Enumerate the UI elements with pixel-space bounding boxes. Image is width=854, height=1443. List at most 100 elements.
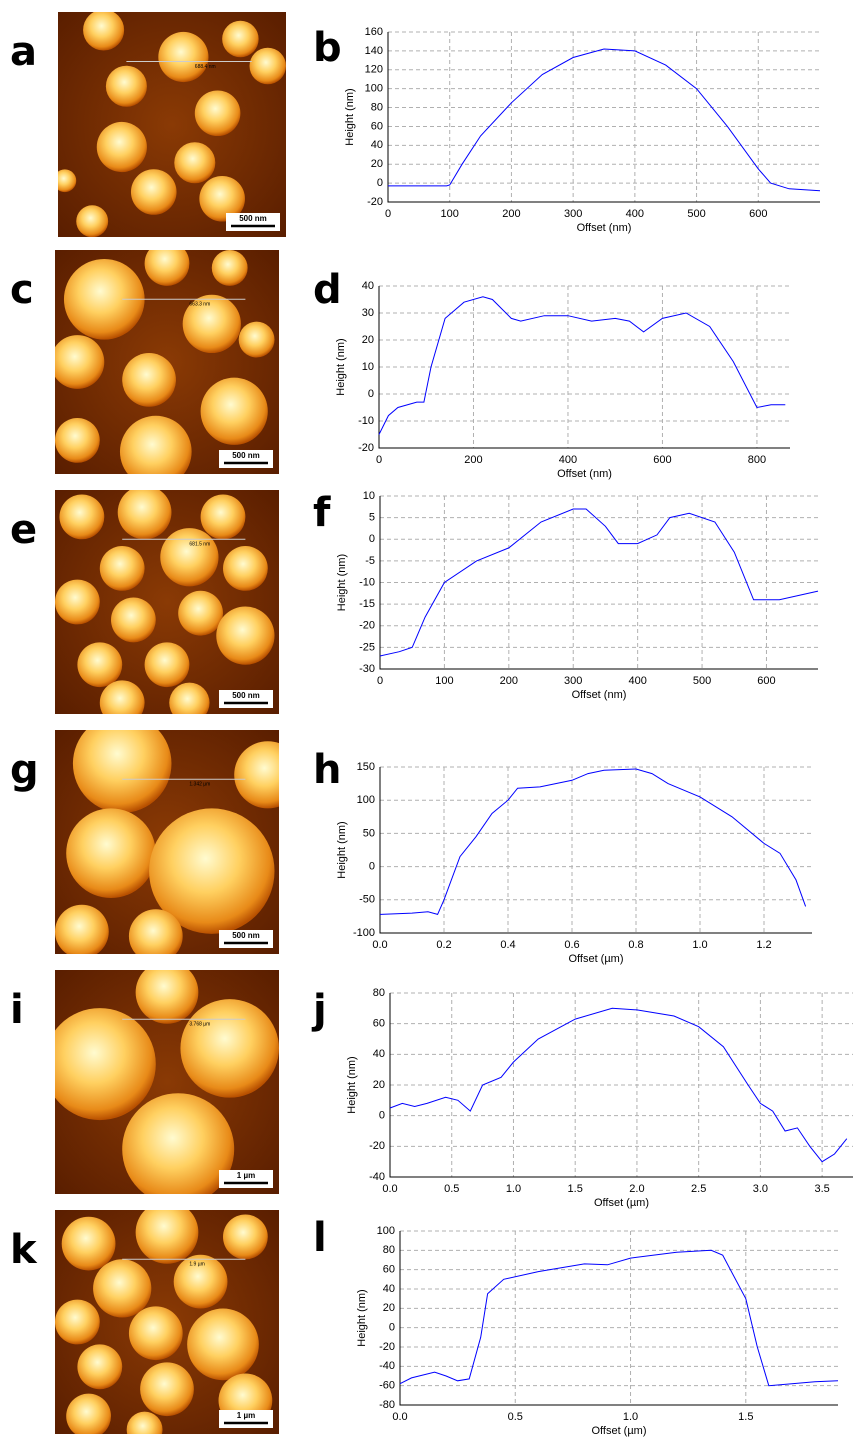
afm-image: 3.768 µm: [55, 970, 279, 1194]
x-tick-label: 1.5: [568, 1183, 583, 1195]
profile-line: [389, 1007, 848, 1163]
particle: [55, 335, 105, 389]
x-tick-label: 0.0: [382, 1183, 397, 1195]
particle: [135, 970, 199, 1024]
y-tick-label: -40: [369, 1171, 385, 1183]
scale-label: 500 nm: [232, 451, 260, 460]
profile-line: [379, 508, 819, 657]
particle: [66, 1393, 111, 1434]
y-axis-title: Height (nm): [346, 1056, 358, 1113]
scale-label: 500 nm: [232, 691, 260, 700]
y-tick-label: 30: [362, 307, 374, 319]
measure-label: 663.3 nm: [189, 302, 210, 308]
x-tick-label: 600: [757, 675, 775, 687]
particle: [128, 1306, 183, 1361]
particle: [55, 579, 100, 625]
y-tick-label: 20: [362, 334, 374, 346]
y-tick-label: 5: [369, 512, 375, 524]
x-tick-label: 0: [385, 208, 391, 220]
particle: [144, 250, 190, 286]
scale-label: 1 µm: [237, 1171, 255, 1180]
axes: [399, 1231, 838, 1406]
axes: [378, 286, 790, 449]
y-tick-label: 20: [371, 158, 383, 170]
axes: [379, 767, 812, 934]
particle: [122, 353, 176, 407]
particle: [59, 494, 105, 540]
profile-line: [399, 1249, 839, 1387]
y-tick-label: 40: [383, 1283, 395, 1295]
x-tick-label: 500: [687, 208, 705, 220]
afm-image: 1.342 µm: [55, 730, 279, 954]
particle: [66, 808, 156, 898]
y-tick-label: 100: [365, 83, 383, 95]
particle: [63, 258, 145, 340]
y-tick-label: -10: [358, 415, 374, 427]
x-tick-label: 1.2: [756, 939, 771, 951]
x-tick-label: 1.0: [506, 1183, 521, 1195]
particle: [77, 642, 123, 688]
measure-label: 688.4 nm: [195, 64, 216, 70]
y-axis-title: Height (nm): [336, 554, 348, 611]
y-tick-label: -100: [353, 927, 375, 939]
measure-label: 1.342 µm: [189, 782, 210, 788]
y-tick-label: 100: [377, 1225, 395, 1237]
x-tick-label: 500: [693, 675, 711, 687]
y-axis-title: Height (nm): [335, 338, 347, 395]
particle: [178, 590, 224, 636]
y-axis-title: Height (nm): [356, 1289, 368, 1346]
x-axis-title: Offset (µm): [594, 1197, 649, 1209]
panel-label: i: [10, 987, 24, 1033]
y-axis-title: Height (nm): [344, 88, 356, 145]
particle: [216, 606, 275, 665]
y-tick-label: 120: [365, 64, 383, 76]
y-tick-label: 100: [357, 794, 375, 806]
panel-label: c: [10, 267, 34, 313]
x-axis-title: Offset (nm): [557, 468, 612, 480]
x-tick-label: 600: [653, 454, 671, 466]
y-tick-label: 0: [377, 177, 383, 189]
afm-image: 663.3 nm: [55, 250, 279, 474]
x-tick-label: 400: [626, 208, 644, 220]
x-tick-label: 0.6: [564, 939, 579, 951]
profile-line: [379, 768, 807, 915]
x-tick-label: 0.0: [392, 1411, 407, 1423]
y-tick-label: 160: [365, 26, 383, 38]
y-tick-label: -20: [379, 1341, 395, 1353]
y-tick-label: 140: [365, 45, 383, 57]
particle: [128, 909, 183, 954]
y-axis-title: Height (nm): [336, 821, 348, 878]
particle: [122, 1093, 235, 1194]
y-tick-label: -40: [379, 1360, 395, 1372]
x-tick-label: 0.5: [508, 1411, 523, 1423]
x-tick-label: 200: [502, 208, 520, 220]
y-tick-label: -60: [379, 1380, 395, 1392]
y-tick-label: 60: [383, 1264, 395, 1276]
particle: [93, 1259, 152, 1318]
measure-label: 3.768 µm: [189, 1022, 210, 1028]
panel-label: h: [313, 747, 341, 793]
panel-label: k: [10, 1227, 38, 1273]
x-tick-label: 0: [376, 454, 382, 466]
y-tick-label: 80: [383, 1244, 395, 1256]
y-tick-label: -20: [359, 620, 375, 632]
particle: [83, 12, 125, 51]
y-tick-label: 0: [379, 1110, 385, 1122]
panel-label: d: [313, 267, 342, 313]
x-tick-label: 600: [749, 208, 767, 220]
particle: [110, 597, 156, 643]
x-axis-title: Offset (nm): [577, 222, 632, 234]
scale-label: 1 µm: [237, 1411, 255, 1420]
y-tick-label: 40: [362, 280, 374, 292]
y-tick-label: 60: [371, 120, 383, 132]
x-tick-label: 800: [748, 454, 766, 466]
particle: [173, 1254, 228, 1309]
particle: [140, 1362, 194, 1417]
panel-label: a: [10, 29, 37, 75]
particle: [222, 20, 259, 58]
measure-label: 681.5 nm: [189, 542, 210, 548]
x-tick-label: 200: [464, 454, 482, 466]
x-tick-label: 1.5: [738, 1411, 753, 1423]
x-tick-label: 300: [564, 208, 582, 220]
